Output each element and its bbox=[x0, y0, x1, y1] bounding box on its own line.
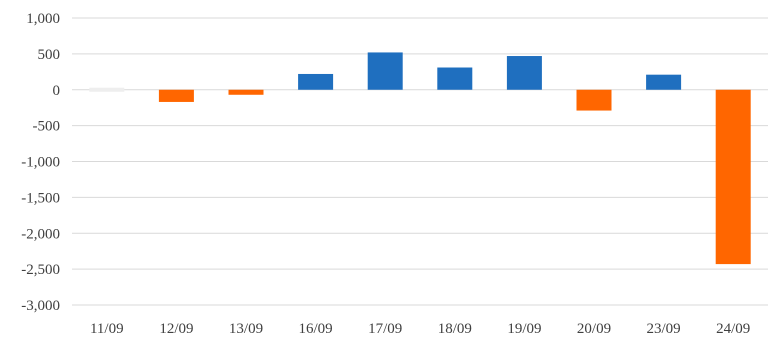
bar-17-09 bbox=[367, 52, 403, 90]
y-tick-label: -500 bbox=[33, 119, 61, 135]
gridlines bbox=[72, 17, 768, 306]
x-tick-label: 13/09 bbox=[229, 321, 263, 337]
y-tick-label: -1,500 bbox=[21, 190, 60, 206]
x-tick-label: 11/09 bbox=[90, 321, 124, 337]
bar-24-09 bbox=[715, 89, 751, 265]
x-tick-label: 19/09 bbox=[507, 321, 541, 337]
bar-19-09 bbox=[506, 56, 542, 90]
bar-11-09 bbox=[89, 87, 125, 92]
bar-23-09 bbox=[646, 74, 682, 90]
x-tick-label: 17/09 bbox=[368, 321, 402, 337]
bar-18-09 bbox=[437, 67, 473, 90]
bar-12-09 bbox=[158, 89, 194, 102]
bar-16-09 bbox=[298, 73, 334, 90]
x-tick-label: 12/09 bbox=[159, 321, 193, 337]
x-tick-label: 20/09 bbox=[577, 321, 611, 337]
y-tick-label: -3,000 bbox=[21, 298, 60, 314]
bars bbox=[89, 52, 751, 265]
x-tick-label: 16/09 bbox=[299, 321, 333, 337]
x-tick-label: 24/09 bbox=[716, 321, 750, 337]
x-tick-label: 18/09 bbox=[438, 321, 472, 337]
y-tick-label: 1,000 bbox=[26, 11, 60, 27]
x-axis-tick-labels: 11/09 12/09 13/09 16/09 17/09 18/09 19/09 20/09… bbox=[90, 321, 750, 337]
y-tick-label: 500 bbox=[38, 47, 61, 63]
y-tick-label: -1,000 bbox=[21, 155, 60, 171]
bar-20-09 bbox=[576, 89, 612, 111]
bar-13-09 bbox=[228, 89, 264, 95]
y-tick-label: -2,000 bbox=[21, 226, 60, 242]
x-tick-label: 23/09 bbox=[647, 321, 681, 337]
y-tick-label: 0 bbox=[53, 83, 61, 99]
y-tick-label: -2,500 bbox=[21, 262, 60, 278]
y-axis-tick-labels: 1,000 500 0 -500 -1,000 -1,500 -2,000 -2,500 -3,… bbox=[21, 11, 60, 314]
